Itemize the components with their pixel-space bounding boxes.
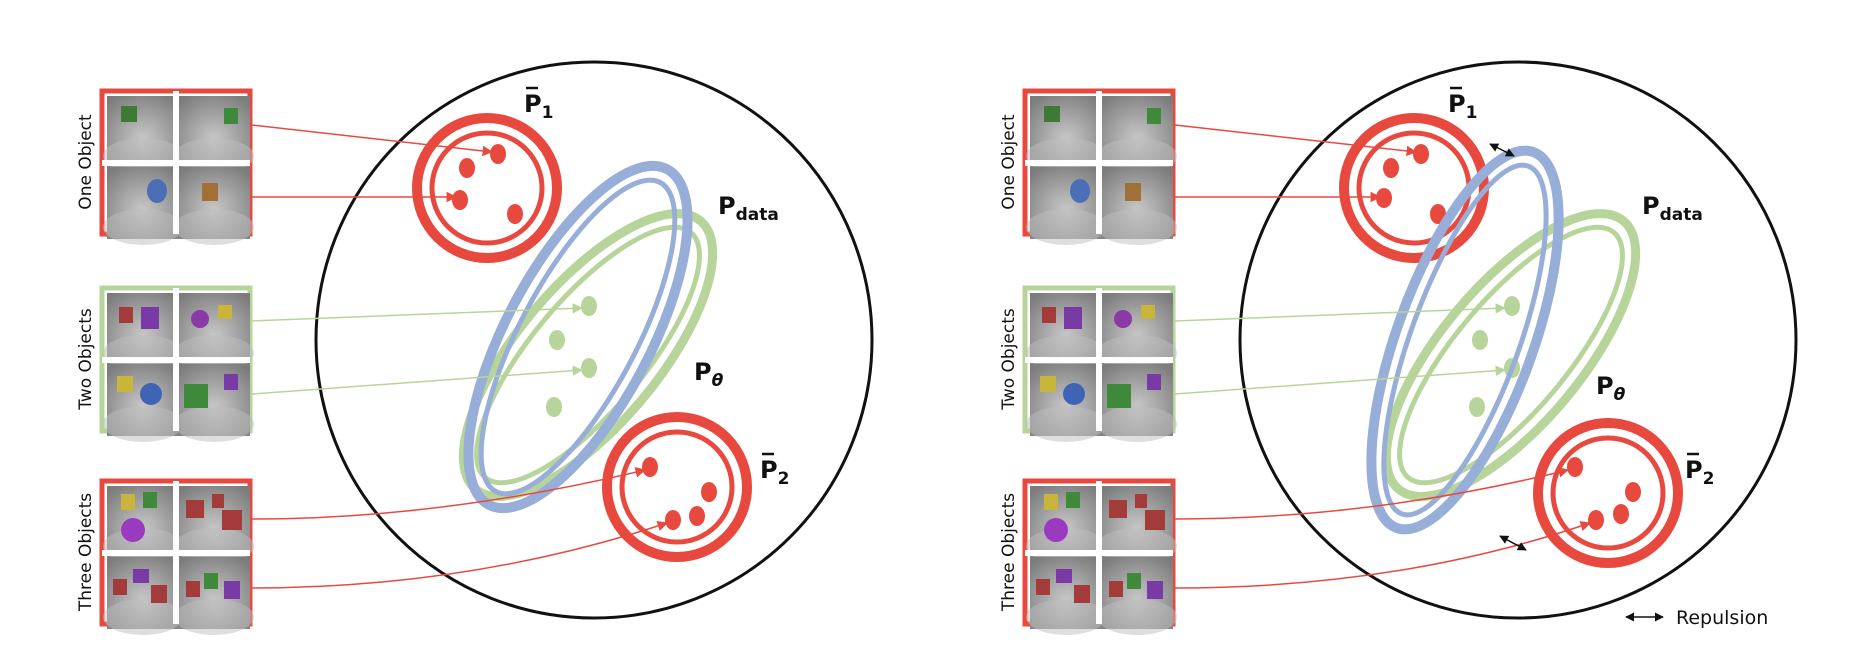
distribution-labels: P1 Pdata Pθ P2 [524, 86, 789, 489]
group-one-object: One Object [999, 88, 1177, 245]
group-two-objects: Two Objects [76, 285, 254, 442]
thumbnail [1026, 96, 1106, 174]
thumbnail [103, 557, 183, 635]
thumbnail [174, 96, 254, 174]
p1-label: P1 [524, 90, 553, 123]
thumbnail [174, 167, 254, 245]
group-label: One Object [999, 114, 1019, 210]
thumbnail [1097, 167, 1177, 245]
thumbnail [174, 557, 254, 635]
p2-label: P2 [760, 456, 789, 489]
panel-right: One Object Two Objects [999, 60, 1798, 635]
thumbnail [174, 486, 254, 564]
group-three-objects: Three Objects [76, 478, 254, 635]
thumbnail [174, 364, 254, 442]
ptheta-distribution [1366, 145, 1564, 535]
thumbnail [103, 96, 183, 174]
group-two-objects: Two Objects [999, 285, 1177, 442]
thumbnail [174, 293, 254, 371]
p2-distribution [1533, 418, 1683, 568]
group-label: Three Objects [999, 493, 1019, 612]
legend: Repulsion [1625, 607, 1768, 629]
thumbnail [1097, 96, 1177, 174]
repulsion-arrows [1489, 143, 1527, 551]
group-label: Three Objects [76, 493, 96, 612]
thumbnail [1026, 364, 1106, 442]
thumbnail [1026, 486, 1106, 564]
thumbnail [1026, 293, 1106, 371]
thumbnail [103, 167, 183, 245]
thumbnail [103, 364, 183, 442]
thumbnail [1097, 364, 1177, 442]
distribution-labels: P1 Pdata Pθ P2 [1448, 86, 1714, 489]
group-label: Two Objects [76, 308, 96, 411]
p1-distribution [1339, 113, 1489, 263]
ptheta-label: Pθ [694, 358, 724, 391]
p1-distribution [412, 113, 562, 263]
sample-arrows [1174, 124, 1591, 589]
p2-label: P2 [1685, 456, 1714, 489]
thumbnail [1097, 557, 1177, 635]
sample-space-circle [314, 60, 874, 620]
pdata-label: Pdata [718, 192, 779, 225]
group-label: One Object [76, 114, 96, 210]
group-three-objects: Three Objects [999, 478, 1177, 635]
thumbnail [103, 293, 183, 371]
sample-arrows [251, 124, 668, 589]
ptheta-label: Pθ [1596, 372, 1626, 405]
p1-label: P1 [1448, 90, 1477, 123]
thumbnail [1097, 293, 1177, 371]
thumbnail [1097, 486, 1177, 564]
legend-repulsion-label: Repulsion [1676, 607, 1768, 629]
thumbnail [1026, 557, 1106, 635]
sample-space-circle [1238, 60, 1798, 620]
group-label: Two Objects [999, 308, 1019, 411]
p2-distribution [602, 412, 752, 562]
thumbnail [1026, 167, 1106, 245]
thumbnail [103, 486, 183, 564]
group-one-object: One Object [76, 88, 254, 245]
panel-left: One Object Two Objects [76, 60, 874, 635]
pdata-distribution [1381, 209, 1641, 501]
pdata-label: Pdata [1642, 192, 1703, 225]
pdata-points [546, 296, 597, 417]
